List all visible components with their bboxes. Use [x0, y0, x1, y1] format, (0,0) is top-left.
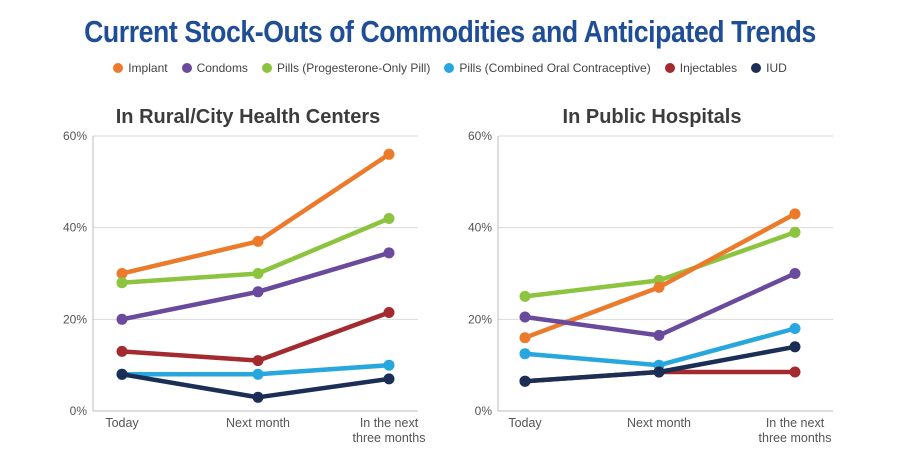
x-tick-label: In the next three months: [353, 416, 426, 445]
data-point: [519, 311, 531, 323]
data-point: [383, 247, 395, 259]
legend: Implant Condoms Pills (Progesterone-Only P…: [0, 61, 900, 75]
x-tick-label: Today: [105, 416, 139, 430]
legend-marker-icon: [751, 63, 762, 73]
y-tick-label: 20%: [468, 312, 492, 326]
data-point: [383, 213, 395, 224]
data-point: [789, 226, 801, 238]
panel-title: In Public Hospitals: [563, 106, 742, 128]
legend-label: Injectables: [679, 61, 738, 75]
data-point: [116, 345, 128, 357]
legend-marker-icon: [444, 63, 455, 73]
legend-label: Pills (Progesterone-Only Pill): [276, 61, 431, 75]
data-point: [653, 281, 665, 293]
series-line-implant: [119, 152, 392, 276]
y-tick-label: 60%: [63, 129, 87, 143]
chart-panel-2: In Public Hospitals 0% 20% 40% 60% Today Next …: [468, 106, 833, 445]
legend-item: Implant: [113, 61, 168, 75]
legend-item: Pills (Progesterone-Only Pill): [261, 61, 431, 75]
data-point: [116, 268, 128, 279]
data-point: [116, 368, 128, 380]
y-tick-label: 0%: [475, 404, 493, 418]
y-tick-label: 20%: [63, 312, 87, 326]
legend-item: Pills (Combined Oral Contraceptive): [444, 61, 651, 75]
data-point: [383, 373, 395, 385]
y-tick-label: 40%: [63, 221, 87, 235]
legend-marker-icon: [181, 63, 192, 73]
legend-label: Pills (Combined Oral Contraceptive): [459, 61, 651, 75]
data-point: [252, 286, 264, 298]
data-point: [383, 307, 395, 318]
data-point: [789, 208, 801, 220]
legend-marker-icon: [261, 63, 272, 73]
legend-marker-icon: [664, 63, 675, 73]
data-point: [789, 323, 801, 334]
y-tick-label: 40%: [468, 221, 492, 235]
data-point: [116, 313, 128, 325]
data-point: [653, 329, 665, 341]
panel-title: In Rural/City Health Centers: [116, 106, 381, 128]
legend-label: Condoms: [196, 61, 248, 75]
legend-marker-icon: [113, 63, 124, 73]
data-point: [789, 366, 801, 378]
x-tick-label: In the next three months: [759, 416, 832, 445]
x-tick-label: Today: [508, 416, 542, 430]
data-point: [383, 359, 395, 371]
data-point: [383, 148, 395, 160]
y-tick-label: 0%: [70, 404, 88, 418]
legend-label: IUD: [766, 61, 787, 75]
data-point: [252, 368, 264, 380]
data-point: [252, 268, 264, 279]
data-point: [519, 348, 531, 360]
data-point: [519, 290, 531, 302]
data-point: [653, 366, 665, 378]
data-point: [252, 235, 264, 247]
x-tick-label: Next month: [627, 416, 691, 430]
data-point: [789, 341, 801, 353]
data-point: [252, 355, 264, 367]
data-point: [116, 277, 128, 289]
data-point: [519, 375, 531, 387]
legend-label: Implant: [128, 61, 168, 75]
data-point: [519, 332, 531, 344]
data-point: [252, 391, 264, 403]
data-point: [789, 268, 801, 279]
x-tick-label: Next month: [226, 416, 290, 430]
chart-panel-1: In Rural/City Health Centers 0% 20% 40% 60% T…: [63, 106, 426, 445]
legend-item: Injectables: [664, 61, 738, 75]
y-tick-label: 60%: [468, 129, 492, 143]
legend-item: Condoms: [181, 61, 248, 75]
chart-main-title: Current Stock-Outs of Commodities and An…: [84, 14, 816, 49]
legend-item: IUD: [751, 61, 787, 75]
